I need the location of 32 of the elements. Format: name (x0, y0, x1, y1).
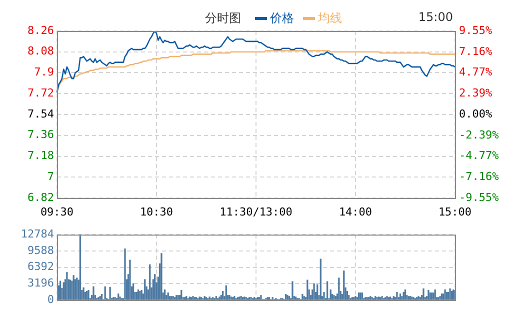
y2-tick-label: -9.55% (459, 190, 500, 204)
y2-tick-label: 0.00% (459, 107, 492, 120)
y2-tick-label: 4.77% (459, 66, 492, 79)
y2-tick-label: -2.39% (459, 128, 500, 142)
x-tick-label: 09:30 (40, 205, 74, 218)
legend-label: 均线 (317, 10, 342, 27)
y2-tick-label: -4.77% (459, 149, 500, 162)
y2-tick-label: 9.55% (459, 24, 492, 37)
x-tick-label: 15:00 (438, 205, 472, 218)
y-tick-label: 6.82 (28, 190, 54, 204)
y2-tick-label: 2.39% (459, 86, 492, 100)
y-tick-label: 12784 (20, 227, 54, 240)
x-tick-label: 11:30/13:00 (220, 205, 292, 218)
x-tick-label: 14:00 (338, 205, 372, 218)
text: 15:00 (418, 10, 453, 24)
y2-tick-label: -7.16% (459, 170, 500, 183)
y-tick-label: 7.36 (28, 128, 54, 142)
chart-title: 分时图 (205, 10, 241, 27)
y-tick-label: 6392 (28, 260, 54, 274)
legend-label: 价格 (269, 10, 294, 27)
y-tick-label: 8.26 (28, 24, 54, 37)
y-tick-label: 3196 (28, 276, 54, 290)
y-tick-label: 7.18 (28, 149, 54, 162)
y-tick-label: 9588 (28, 244, 54, 257)
y-tick-label: 8.08 (28, 44, 54, 58)
x-tick-label: 10:30 (140, 205, 174, 218)
y-tick-label: 0 (47, 292, 54, 306)
y-tick-label: 7.54 (28, 107, 54, 120)
y-tick-label: 7.9 (34, 66, 54, 79)
y2-tick-label: 7.16% (459, 44, 492, 58)
y-tick-label: 7.72 (28, 86, 54, 100)
y-tick-label: 7 (47, 170, 54, 183)
